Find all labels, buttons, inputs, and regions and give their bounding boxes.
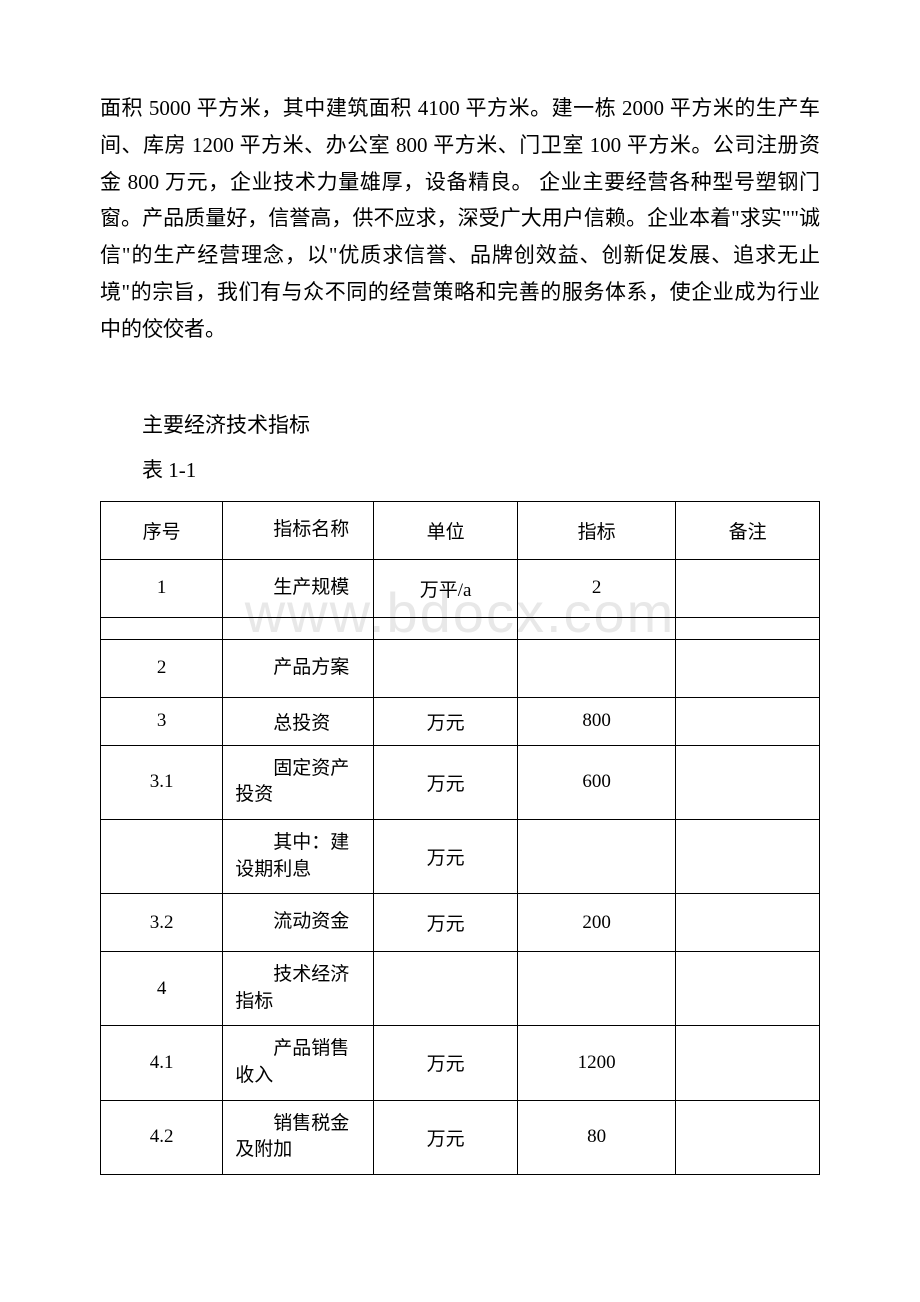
cell-seq: 4 (101, 952, 223, 1026)
cell-value: 600 (518, 745, 676, 819)
cell-seq: 2 (101, 639, 223, 697)
cell-note (676, 617, 820, 639)
section-title: 主要经济技术指标 (100, 407, 820, 444)
cell-note (676, 1100, 820, 1174)
table-row: 3 总投资 万元 800 (101, 697, 820, 745)
cell-name: 总投资 (223, 697, 374, 745)
cell-value (518, 952, 676, 1026)
cell-unit: 万元 (374, 1026, 518, 1100)
cell-unit: 万元 (374, 894, 518, 952)
cell-value: 800 (518, 697, 676, 745)
cell-unit (374, 639, 518, 697)
table-row: 4.1 产品销售收入 万元 1200 (101, 1026, 820, 1100)
cell-seq: 4.2 (101, 1100, 223, 1174)
cell-unit: 万元 (374, 697, 518, 745)
table-header-row: 序号 指标名称 单位 指标 备注 (101, 501, 820, 559)
cell-note (676, 745, 820, 819)
cell-value (518, 819, 676, 893)
cell-note (676, 952, 820, 1026)
table-row: 4.2 销售税金及附加 万元 80 (101, 1100, 820, 1174)
header-unit: 单位 (374, 501, 518, 559)
cell-value: 80 (518, 1100, 676, 1174)
cell-seq (101, 617, 223, 639)
table-row: 3.1 固定资产投资 万元 600 (101, 745, 820, 819)
cell-name: 固定资产投资 (223, 745, 374, 819)
cell-note (676, 559, 820, 617)
cell-seq: 3 (101, 697, 223, 745)
cell-value: 200 (518, 894, 676, 952)
cell-seq: 3.2 (101, 894, 223, 952)
cell-seq: 4.1 (101, 1026, 223, 1100)
table-row: 3.2 流动资金 万元 200 (101, 894, 820, 952)
cell-unit: 万元 (374, 819, 518, 893)
cell-seq: 1 (101, 559, 223, 617)
cell-note (676, 819, 820, 893)
table-row: 其中：建设期利息 万元 (101, 819, 820, 893)
cell-name: 流动资金 (223, 894, 374, 952)
table-row: 1 生产规模 万平/a 2 (101, 559, 820, 617)
cell-value: 2 (518, 559, 676, 617)
cell-note (676, 894, 820, 952)
table-row: 2 产品方案 (101, 639, 820, 697)
cell-note (676, 639, 820, 697)
cell-unit: 万元 (374, 1100, 518, 1174)
cell-name (223, 617, 374, 639)
cell-unit (374, 617, 518, 639)
cell-note (676, 1026, 820, 1100)
header-value: 指标 (518, 501, 676, 559)
cell-unit: 万元 (374, 745, 518, 819)
body-paragraph: 面积 5000 平方米，其中建筑面积 4100 平方米。建一栋 2000 平方米… (100, 90, 820, 347)
header-name: 指标名称 (223, 501, 374, 559)
cell-seq: 3.1 (101, 745, 223, 819)
cell-name: 其中：建设期利息 (223, 819, 374, 893)
cell-value (518, 639, 676, 697)
cell-unit (374, 952, 518, 1026)
header-seq: 序号 (101, 501, 223, 559)
cell-name: 销售税金及附加 (223, 1100, 374, 1174)
table-row: 4 技术经济指标 (101, 952, 820, 1026)
cell-name: 生产规模 (223, 559, 374, 617)
header-note: 备注 (676, 501, 820, 559)
table-spacer-row (101, 617, 820, 639)
cell-note (676, 697, 820, 745)
indicator-table: 序号 指标名称 单位 指标 备注 1 生产规模 万平/a 2 2 产品方案 (100, 501, 820, 1175)
cell-name: 产品销售收入 (223, 1026, 374, 1100)
cell-value: 1200 (518, 1026, 676, 1100)
cell-value (518, 617, 676, 639)
cell-unit: 万平/a (374, 559, 518, 617)
cell-name: 技术经济指标 (223, 952, 374, 1026)
cell-name: 产品方案 (223, 639, 374, 697)
table-label: 表 1-1 (100, 452, 820, 489)
cell-seq (101, 819, 223, 893)
